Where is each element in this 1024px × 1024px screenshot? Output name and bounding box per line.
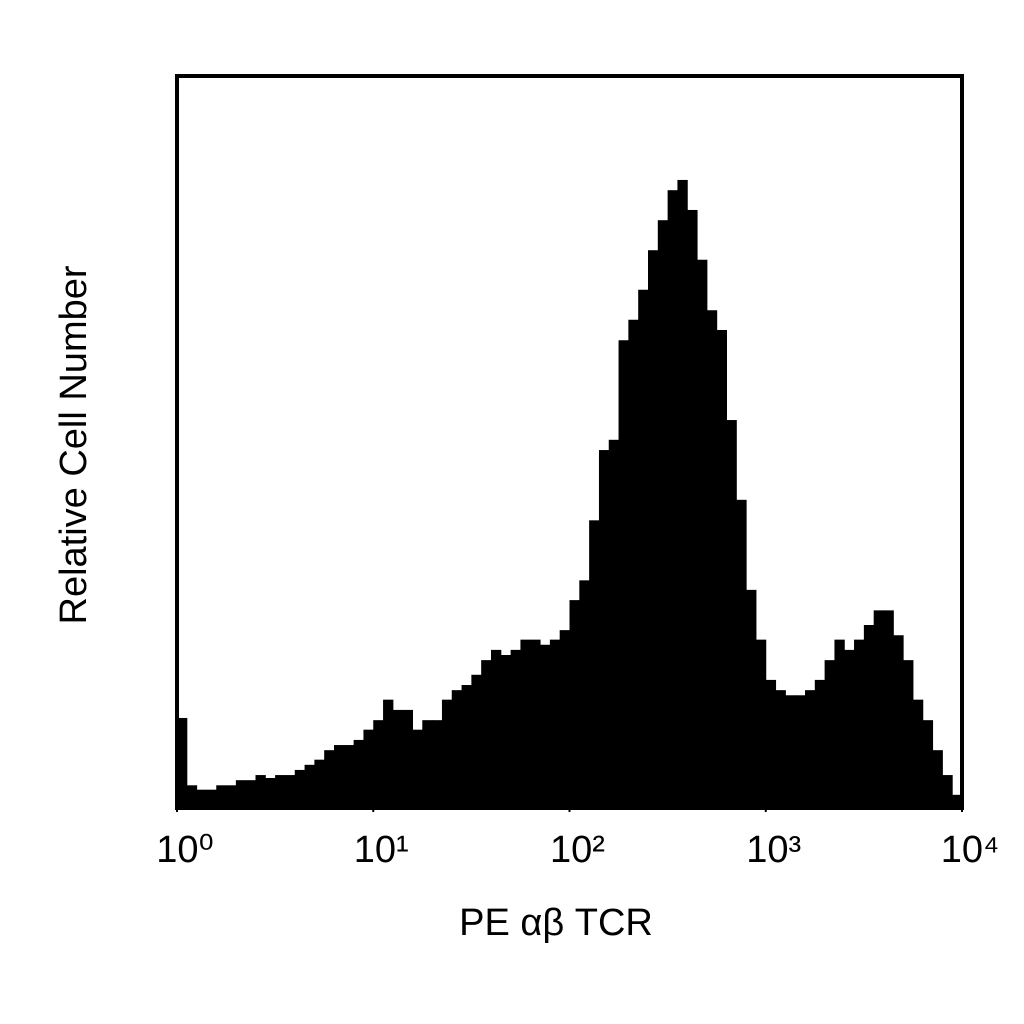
bar: [726, 420, 737, 808]
x-tick-label: 10⁴: [941, 829, 1000, 871]
bar: [824, 660, 835, 808]
bar: [255, 775, 266, 808]
x-tick-label: 10²: [550, 829, 605, 871]
bar: [598, 450, 610, 808]
bar: [579, 580, 590, 808]
bar: [490, 649, 502, 808]
bar: [677, 179, 688, 809]
bar: [844, 649, 855, 808]
bar: [903, 660, 914, 808]
bar: [687, 209, 698, 808]
bar: [363, 729, 374, 808]
bar: [746, 589, 757, 808]
y-axis-label: Relative Cell Number: [53, 265, 95, 624]
bar: [481, 660, 492, 808]
bar: [589, 520, 600, 808]
bar: [765, 679, 777, 808]
x-tick-label: 10¹: [354, 829, 409, 871]
bar: [697, 259, 708, 808]
bar: [392, 709, 404, 808]
bar: [648, 250, 659, 808]
bar: [932, 750, 943, 808]
bar: [736, 499, 747, 808]
bar: [667, 190, 678, 808]
bar: [922, 720, 934, 808]
bar: [510, 649, 521, 808]
bar: [863, 625, 875, 808]
bar: [304, 764, 315, 808]
bar: [324, 750, 335, 808]
bar: [284, 775, 296, 808]
bar: [618, 340, 629, 808]
bar: [186, 785, 198, 808]
bar: [883, 610, 894, 808]
x-tick-label: 10⁰: [156, 829, 214, 871]
bar: [334, 745, 345, 808]
bar: [314, 759, 325, 808]
bar: [569, 600, 580, 808]
bar: [805, 690, 816, 808]
bar: [451, 690, 463, 808]
bar: [177, 717, 188, 808]
bar: [245, 780, 257, 808]
bar: [657, 220, 669, 809]
bar: [608, 439, 620, 808]
bar: [530, 639, 541, 808]
bar: [834, 639, 845, 808]
bar: [638, 289, 649, 808]
bar: [265, 777, 276, 808]
bar: [432, 720, 443, 808]
bar: [952, 794, 963, 808]
bar: [873, 610, 884, 808]
bar: [814, 679, 826, 808]
bar: [373, 720, 384, 808]
bar: [471, 674, 482, 808]
bar: [912, 699, 924, 808]
bar: [294, 769, 306, 808]
bar: [795, 695, 806, 808]
bar: [402, 709, 414, 808]
bar: [412, 729, 423, 808]
bar: [422, 720, 433, 808]
bar: [785, 695, 796, 808]
bar: [226, 785, 237, 808]
bar: [216, 785, 227, 808]
bar: [755, 639, 767, 808]
bar: [775, 690, 786, 808]
bar: [706, 310, 718, 808]
bar: [540, 644, 551, 808]
bar: [275, 775, 286, 808]
bar: [383, 699, 394, 808]
bar: [206, 789, 217, 808]
bar: [343, 745, 355, 808]
x-tick-label: 10³: [746, 829, 801, 871]
x-axis-label: PE αβ TCR: [459, 902, 653, 944]
bar: [353, 739, 364, 808]
bar: [441, 699, 453, 808]
bar: [520, 639, 531, 808]
bar: [893, 635, 904, 808]
bar: [500, 655, 512, 808]
bar: [942, 775, 953, 808]
bar: [549, 639, 561, 808]
bar: [628, 319, 639, 808]
bar: [559, 630, 570, 808]
bar: [461, 685, 472, 808]
bar: [196, 789, 207, 808]
bar: [854, 639, 865, 808]
bar: [716, 330, 728, 808]
bar: [235, 780, 247, 808]
